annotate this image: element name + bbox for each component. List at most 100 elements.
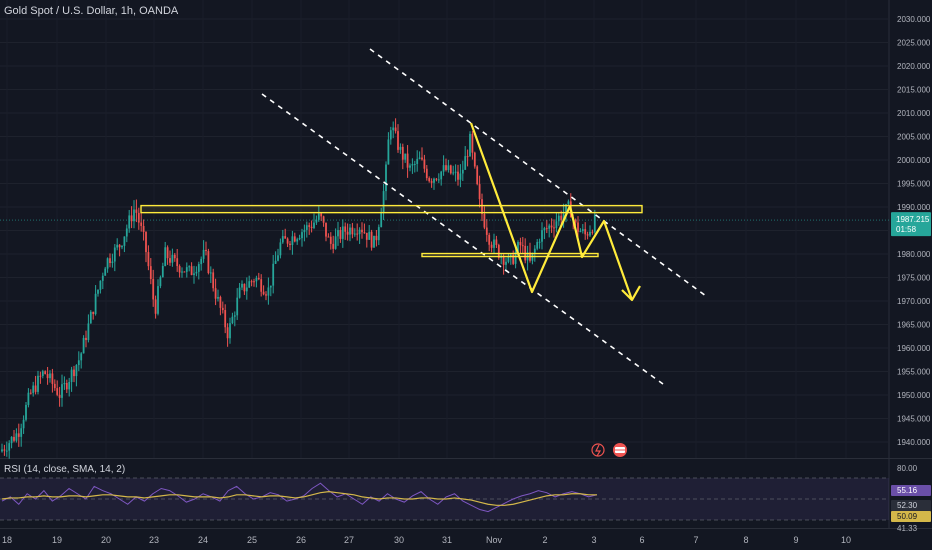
price-tag-bg: [891, 212, 931, 237]
candle-body: [445, 165, 447, 171]
candle-body: [190, 266, 193, 275]
candle-body: [133, 209, 135, 222]
candle-body: [454, 171, 457, 173]
candle-body: [137, 212, 140, 223]
candle-body: [557, 215, 560, 222]
candle-body: [589, 231, 591, 236]
rsi-tag-ma-bg: [891, 511, 931, 522]
candle-body: [161, 265, 164, 278]
candle-body: [512, 254, 515, 264]
candle-body: [341, 226, 344, 239]
candle-body: [15, 433, 18, 441]
candle-body: [147, 252, 150, 267]
candle-body: [70, 369, 73, 382]
candle-body: [442, 165, 445, 172]
candle-body: [8, 443, 11, 451]
candle-body: [548, 225, 551, 229]
candle-body: [154, 299, 157, 314]
candle-body: [183, 271, 186, 273]
date-tick-label: 6: [639, 535, 644, 545]
projection-arrowhead: [621, 285, 641, 302]
candle-body: [238, 287, 241, 298]
candle-body: [411, 164, 414, 166]
candle-body: [315, 219, 318, 223]
candle-body: [99, 280, 102, 290]
candle-body: [118, 244, 121, 248]
support-zone: [421, 252, 599, 258]
price-tick-label: 1960.000: [897, 344, 931, 353]
candle-body: [375, 235, 378, 241]
candle-body: [123, 236, 126, 246]
candle-body: [457, 171, 459, 180]
price-tick-label: 1940.000: [897, 438, 931, 447]
candle-body: [248, 281, 251, 288]
date-tick-label: 25: [247, 535, 257, 545]
date-tick-label: 2: [542, 535, 547, 545]
candle-body: [274, 260, 277, 264]
candle-body: [121, 245, 123, 248]
candle-body: [262, 291, 265, 295]
candle-body: [229, 323, 231, 339]
candle-body: [279, 242, 282, 256]
candle-body: [255, 277, 258, 282]
candle-body: [193, 273, 195, 275]
candle-body: [565, 204, 567, 214]
candle-body: [332, 243, 335, 249]
candle-body: [224, 310, 227, 328]
candle-body: [202, 249, 205, 259]
candle-body: [473, 152, 476, 167]
candle-body: [269, 285, 272, 288]
candle-body: [257, 277, 260, 280]
flash-icon-bolt: [595, 444, 602, 457]
candle-body: [433, 178, 435, 183]
candle-body: [428, 178, 431, 182]
candle-body: [418, 157, 421, 159]
candle-body: [125, 228, 128, 237]
candle-body: [289, 243, 291, 245]
candle-body: [13, 436, 15, 441]
candle-body: [593, 214, 596, 232]
candle-body: [109, 258, 111, 264]
candle-body: [574, 219, 577, 223]
candle-body: [514, 251, 517, 264]
candle-body: [399, 146, 402, 150]
candle-body: [481, 199, 483, 215]
candle-body: [449, 165, 452, 174]
candle-body: [387, 139, 390, 165]
candle-body: [560, 215, 563, 221]
candle-body: [497, 244, 500, 258]
candle-body: [221, 307, 224, 311]
candle-body: [253, 281, 255, 283]
rsi-title: RSI (14, close, SMA, 14, 2): [4, 464, 126, 475]
candle-body: [195, 271, 198, 274]
candle-body: [392, 127, 395, 131]
candle-body: [111, 261, 114, 264]
candle-body: [329, 236, 332, 244]
candle-body: [37, 375, 39, 392]
candle-body: [377, 227, 380, 241]
candle-body: [291, 236, 294, 245]
candle-body: [56, 388, 59, 395]
price-tick-label: 1995.000: [897, 180, 931, 189]
candle-body: [394, 127, 397, 132]
candle-body: [25, 404, 27, 420]
price-tag-countdown: 01:58: [896, 225, 917, 234]
date-tick-label: 9: [793, 535, 798, 545]
candle-body: [267, 287, 270, 296]
candle-body: [130, 215, 133, 222]
candle-body: [545, 228, 548, 230]
candle-body: [349, 227, 351, 235]
candle-body: [85, 337, 87, 341]
candle-body: [533, 248, 536, 253]
candle-body: [370, 231, 373, 248]
candle-body: [577, 222, 579, 232]
candle-body: [385, 164, 387, 192]
candle-body: [536, 242, 539, 249]
candle-body: [423, 159, 426, 169]
candle-body: [87, 323, 90, 341]
candle-body: [517, 242, 519, 252]
candle-body: [416, 158, 419, 164]
candle-body: [277, 255, 279, 261]
candle-body: [579, 231, 582, 233]
